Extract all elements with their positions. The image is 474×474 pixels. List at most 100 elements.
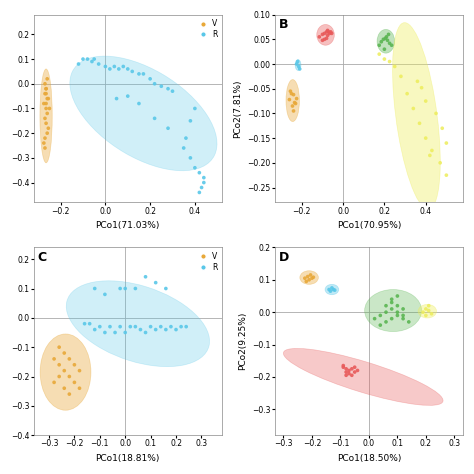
Point: [419, 309, 427, 316]
Point: [41, 134, 49, 142]
Point: [324, 32, 331, 39]
Point: [55, 361, 63, 369]
Point: [61, 349, 68, 357]
Point: [393, 309, 401, 316]
Point: [135, 70, 143, 78]
Point: [121, 328, 129, 336]
Point: [152, 326, 159, 333]
Ellipse shape: [418, 304, 437, 318]
Point: [44, 129, 51, 137]
Point: [101, 328, 109, 336]
Point: [377, 38, 385, 46]
Point: [342, 372, 350, 379]
Point: [325, 28, 332, 36]
Point: [371, 315, 378, 322]
Point: [432, 109, 440, 117]
Point: [288, 90, 295, 98]
Point: [286, 96, 293, 103]
Y-axis label: PCo2(7.81%): PCo2(7.81%): [233, 79, 242, 138]
Point: [388, 305, 395, 313]
Point: [151, 80, 158, 88]
Point: [386, 39, 393, 47]
Point: [191, 164, 199, 172]
Point: [182, 134, 190, 142]
Legend: V, R: V, R: [194, 251, 218, 273]
Ellipse shape: [40, 334, 91, 410]
X-axis label: PCo1(70.95%): PCo1(70.95%): [337, 221, 401, 230]
Point: [425, 302, 432, 310]
Point: [388, 41, 395, 49]
Point: [142, 273, 149, 281]
Point: [325, 286, 333, 293]
Ellipse shape: [317, 25, 334, 45]
Point: [382, 318, 390, 326]
Point: [319, 36, 326, 44]
Point: [326, 29, 334, 37]
Point: [162, 326, 170, 333]
Point: [167, 323, 175, 330]
Point: [106, 323, 114, 330]
Point: [44, 95, 51, 102]
Point: [295, 63, 302, 70]
Point: [382, 302, 390, 310]
Point: [151, 115, 158, 122]
Point: [180, 144, 188, 152]
Point: [381, 46, 388, 53]
Point: [437, 159, 444, 166]
Point: [438, 125, 446, 132]
Point: [79, 55, 87, 63]
Point: [200, 179, 208, 186]
Point: [42, 85, 50, 92]
Point: [305, 276, 313, 283]
Point: [386, 58, 393, 65]
Point: [422, 305, 429, 313]
Point: [339, 364, 347, 371]
Point: [304, 273, 311, 280]
Point: [169, 87, 176, 95]
Ellipse shape: [365, 290, 421, 332]
Point: [95, 60, 102, 68]
Point: [292, 100, 300, 107]
Point: [132, 323, 139, 330]
Point: [293, 60, 301, 68]
Point: [418, 84, 425, 91]
Point: [101, 63, 109, 70]
Point: [162, 285, 170, 292]
X-axis label: PCo1(71.03%): PCo1(71.03%): [96, 221, 160, 230]
Point: [328, 284, 336, 292]
Point: [293, 95, 301, 102]
Point: [351, 364, 358, 371]
Text: D: D: [279, 251, 289, 264]
Ellipse shape: [325, 284, 339, 295]
Point: [321, 36, 328, 43]
Point: [428, 146, 436, 154]
Point: [50, 379, 58, 386]
Point: [115, 65, 123, 73]
Ellipse shape: [66, 281, 210, 366]
Point: [287, 87, 294, 95]
Point: [289, 102, 296, 110]
Point: [111, 328, 119, 336]
Point: [135, 100, 143, 107]
Point: [296, 65, 303, 73]
Point: [41, 144, 49, 152]
Point: [196, 169, 203, 176]
Point: [307, 271, 314, 279]
Point: [55, 373, 63, 380]
Point: [399, 315, 407, 322]
Point: [45, 95, 52, 102]
Point: [403, 90, 411, 98]
Point: [172, 326, 180, 333]
Point: [425, 307, 432, 314]
Point: [164, 85, 172, 92]
Point: [290, 91, 297, 99]
Point: [116, 323, 124, 330]
Point: [342, 365, 350, 373]
Point: [393, 292, 401, 300]
Point: [351, 368, 358, 376]
Point: [443, 172, 450, 179]
Ellipse shape: [40, 69, 52, 163]
Point: [42, 90, 50, 98]
Ellipse shape: [392, 23, 440, 209]
Point: [121, 285, 129, 292]
